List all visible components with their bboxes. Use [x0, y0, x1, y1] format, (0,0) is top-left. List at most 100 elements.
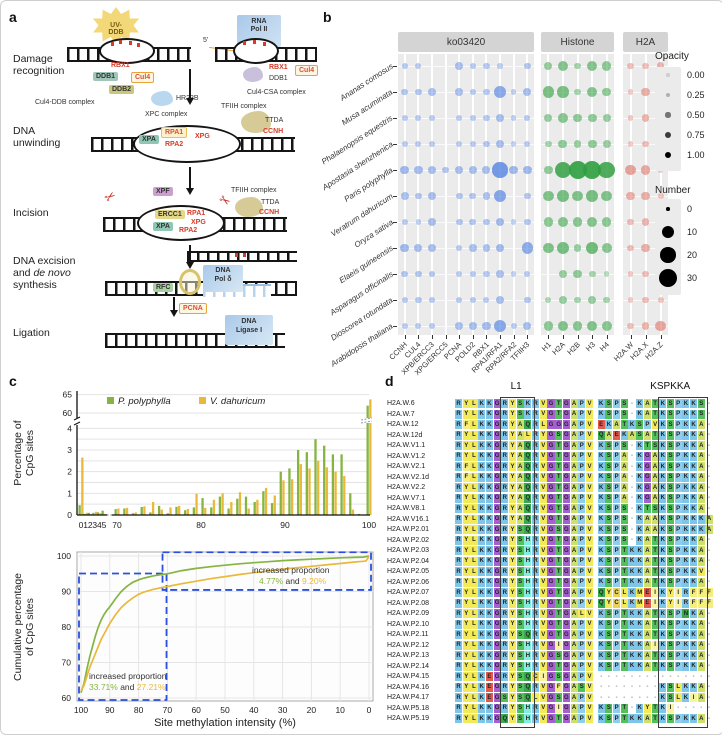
residue-cell: G — [563, 630, 570, 639]
cul4-csa-complex-caption: Cul4-CSA complex — [247, 89, 306, 96]
residue-cell: C — [613, 588, 620, 597]
bar-v-dahuricum — [308, 468, 310, 515]
arrow-down-icon — [189, 167, 191, 193]
annotation-1-values: 33.71% and 27.21% — [89, 682, 166, 692]
residue-cell: - — [628, 515, 635, 524]
residue-cell: K — [628, 630, 635, 639]
residue-cell: L — [470, 399, 477, 408]
residue-cell: K — [598, 504, 605, 513]
residue-cell: R — [455, 651, 462, 660]
residue-cell: A — [644, 609, 651, 618]
sequence-name: H2A.W.P2.10 — [387, 621, 429, 628]
dot-TFIIH3 — [524, 297, 531, 304]
x-tick — [646, 335, 647, 339]
sequence-name: H2A.W.P5.18 — [387, 705, 429, 712]
residue-cell: S — [605, 651, 612, 660]
bar-v-dahuricum — [326, 467, 328, 515]
residue-cell: L — [470, 504, 477, 513]
residue-cell: K — [636, 567, 643, 576]
y-tick — [393, 300, 397, 301]
residue-cell: - — [628, 494, 635, 503]
residue-cell: F — [463, 473, 470, 482]
bar-p-polyphylla — [102, 511, 104, 515]
residue-cell: K — [598, 536, 605, 545]
residue-cell: V — [586, 693, 593, 702]
bar-p-polyphylla — [340, 454, 342, 515]
residue-cell: S — [621, 515, 628, 524]
bar-v-dahuricum — [369, 399, 371, 515]
residue-cell: A — [571, 693, 578, 702]
residue-cell: T — [555, 515, 562, 524]
residue-cell: A — [644, 399, 651, 408]
sequence-name: H2A.W.P2.09 — [387, 610, 429, 617]
histogram-ylabel: Percentage of — [12, 420, 24, 485]
residue-cell: - — [628, 441, 635, 450]
residue-cell: T — [555, 441, 562, 450]
residue-cell: A — [571, 536, 578, 545]
dot-H2A.W — [625, 165, 636, 176]
residue-cell: V — [586, 462, 593, 471]
residue-cell: K — [636, 441, 643, 450]
excised-strand — [187, 251, 297, 262]
residue-cell: V — [540, 515, 547, 524]
residue-cell: K — [636, 662, 643, 671]
residue-cell: P — [578, 599, 585, 608]
residue-cell: P — [578, 546, 585, 555]
residue-cell: P — [613, 704, 620, 713]
dot-POLD2 — [469, 244, 476, 251]
residue-cell: L — [470, 641, 477, 650]
residue-cell: V — [586, 494, 593, 503]
dot-H2A — [557, 86, 568, 97]
legend-number-value: 10 — [687, 227, 697, 237]
residue-cell: A — [571, 651, 578, 660]
residue-cell: A — [621, 452, 628, 461]
dot-RPA2/RFA2 — [511, 271, 516, 276]
dot-RPA2/RFA2 — [511, 141, 516, 146]
bar-v-dahuricum — [230, 502, 232, 515]
bar-p-polyphylla — [332, 454, 334, 515]
residue-cell: A — [644, 567, 651, 576]
residue-cell: T — [644, 504, 651, 513]
residue-cell: Y — [463, 399, 470, 408]
residue-cell: K — [628, 567, 635, 576]
residue-cell: K — [478, 567, 485, 576]
residue-cell: P — [613, 630, 620, 639]
residue-cell: T — [555, 452, 562, 461]
residue-cell: K — [478, 609, 485, 618]
residue-cell: G — [547, 441, 554, 450]
residue-cell: K — [486, 410, 493, 419]
sequence-name: H2A.W.V16.1 — [387, 516, 429, 523]
pcna-clamp-icon — [179, 269, 201, 295]
residue-cell: K — [478, 662, 485, 671]
dot-H1 — [545, 141, 552, 148]
residue-cell: G — [563, 641, 570, 650]
residue-cell: T — [555, 557, 562, 566]
y-tick-label: 65 — [63, 390, 73, 400]
residue-cell: S — [605, 452, 612, 461]
bar-p-polyphylla — [323, 446, 325, 515]
x-tick-label: 0 — [367, 705, 372, 715]
residue-cell: P — [578, 693, 585, 702]
legend-opacity-dot — [666, 73, 670, 77]
residue-cell: V — [586, 483, 593, 492]
cumulative-ylabel: Cumulative percentage — [12, 573, 24, 681]
residue-cell: A — [621, 494, 628, 503]
sequence-name: H2A.W.P2.07 — [387, 589, 429, 596]
residue-cell: V — [540, 599, 547, 608]
legend-number-value: 0 — [687, 204, 692, 214]
residue-cell: K — [628, 609, 635, 618]
residue-cell: P — [613, 504, 620, 513]
residue-cell: V — [540, 473, 547, 482]
x-tick-label: 50 — [220, 705, 230, 715]
residue-cell: - — [628, 473, 635, 482]
residue-cell: L — [470, 567, 477, 576]
x-tick-label: 70 — [163, 705, 173, 715]
bar-v-dahuricum — [248, 508, 250, 515]
residue-cell: K — [636, 504, 643, 513]
residue-cell: P — [613, 651, 620, 660]
residue-cell: Y — [463, 588, 470, 597]
x-tick — [607, 335, 608, 339]
sequence-name: H2A.W.P4.17 — [387, 694, 429, 701]
residue-cell: T — [555, 473, 562, 482]
residue-cell: K — [621, 431, 628, 440]
